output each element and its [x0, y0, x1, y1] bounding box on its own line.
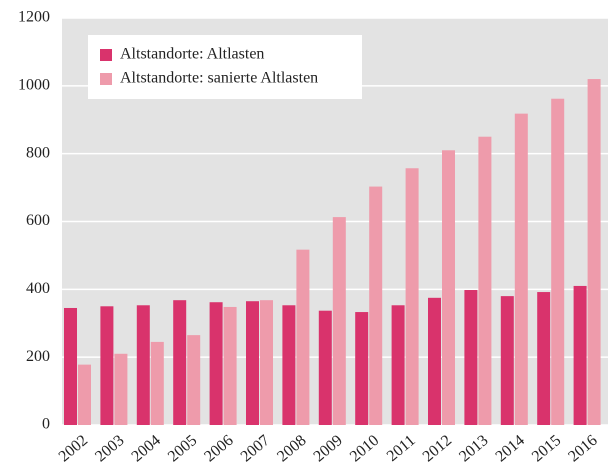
bar — [173, 300, 187, 425]
y-tick-label: 600 — [26, 212, 50, 229]
bar — [405, 168, 419, 425]
x-tick-label: 2005 — [165, 432, 200, 465]
y-tick-label: 1200 — [18, 9, 50, 26]
bar — [209, 302, 223, 425]
bar — [464, 290, 478, 425]
x-tick-label: 2006 — [201, 432, 236, 465]
y-tick-label: 400 — [26, 280, 50, 297]
legend-swatch — [100, 49, 112, 61]
y-tick-label: 200 — [26, 348, 50, 365]
legend-label: Altstandorte: Altlasten — [120, 46, 264, 63]
legend-box — [88, 35, 362, 99]
bar — [100, 306, 114, 425]
y-tick-label: 1000 — [18, 77, 50, 94]
legend-swatch — [100, 73, 112, 85]
bar — [246, 301, 259, 425]
y-tick-label: 800 — [26, 144, 50, 161]
bar — [187, 335, 201, 425]
y-tick-label: 0 — [42, 416, 50, 433]
bar — [500, 296, 514, 425]
bar — [391, 305, 405, 425]
bar — [64, 307, 77, 425]
x-tick-label: 2014 — [492, 432, 527, 465]
x-tick-label: 2013 — [456, 432, 491, 465]
bar — [150, 341, 164, 425]
legend-label: Altstandorte: sanierte Altlasten — [120, 70, 318, 87]
bar — [514, 113, 528, 426]
bar — [260, 300, 273, 425]
bar — [318, 310, 332, 425]
bar — [282, 305, 296, 425]
bar — [478, 136, 492, 426]
x-tick-label: 2009 — [310, 432, 345, 465]
bar — [551, 98, 565, 425]
bar — [587, 79, 601, 426]
bar — [296, 249, 310, 425]
bar — [369, 186, 383, 425]
bar — [223, 306, 237, 425]
x-tick-label: 2002 — [56, 432, 91, 465]
bar — [78, 364, 91, 425]
bar — [428, 297, 441, 425]
x-tick-label: 2004 — [128, 432, 163, 465]
bar — [442, 150, 455, 425]
x-tick-label: 2016 — [565, 432, 600, 465]
x-tick-label: 2008 — [274, 432, 309, 465]
bar — [537, 292, 551, 425]
bar — [332, 217, 346, 425]
bar — [355, 312, 369, 425]
x-tick-label: 2007 — [238, 432, 273, 465]
x-tick-label: 2003 — [92, 432, 127, 465]
x-tick-label: 2015 — [529, 432, 564, 465]
x-tick-label: 2012 — [420, 432, 455, 465]
bar — [136, 305, 150, 425]
x-tick-label: 2011 — [384, 432, 419, 465]
bar — [114, 353, 128, 425]
bar — [573, 285, 587, 425]
x-tick-label: 2010 — [347, 432, 382, 465]
